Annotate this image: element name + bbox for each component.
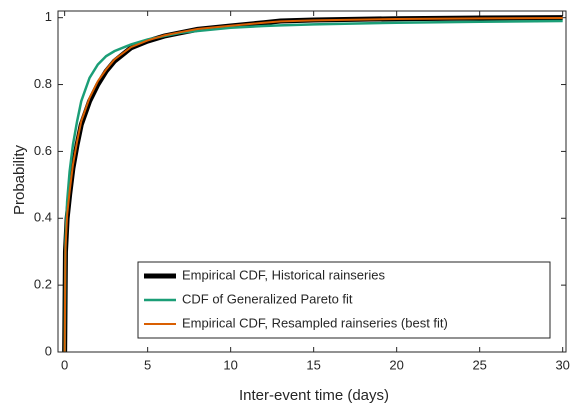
- legend: Empirical CDF, Historical rainseries CDF …: [137, 261, 551, 339]
- legend-label: CDF of Generalized Pareto fit: [182, 291, 353, 306]
- y-tick-label: 0.6: [34, 143, 52, 158]
- x-tick-label: 30: [555, 357, 569, 372]
- x-tick-label: 15: [306, 357, 320, 372]
- y-tick-label: 0.2: [34, 277, 52, 292]
- x-axis-label: Inter-event time (days): [239, 387, 389, 404]
- x-tick-label: 0: [61, 357, 68, 372]
- x-tick-label: 10: [223, 357, 237, 372]
- series-line: [63, 17, 563, 353]
- x-tick-label: 25: [472, 357, 486, 372]
- y-tick-label: 0: [45, 343, 52, 358]
- y-tick-label: 0.8: [34, 76, 52, 91]
- legend-box: [137, 261, 551, 339]
- x-tick-label: 5: [144, 357, 151, 372]
- legend-label: Empirical CDF, Resampled rainseries (bes…: [182, 315, 448, 330]
- y-tick-label: 0.4: [34, 210, 52, 225]
- legend-label: Empirical CDF, Historical rainseries: [182, 267, 385, 282]
- x-tick-label: 20: [389, 357, 403, 372]
- plot-frame: [57, 10, 567, 353]
- y-axis-label: Probability: [11, 144, 28, 215]
- series-line: [63, 19, 563, 353]
- y-tick-label: 1: [45, 9, 52, 24]
